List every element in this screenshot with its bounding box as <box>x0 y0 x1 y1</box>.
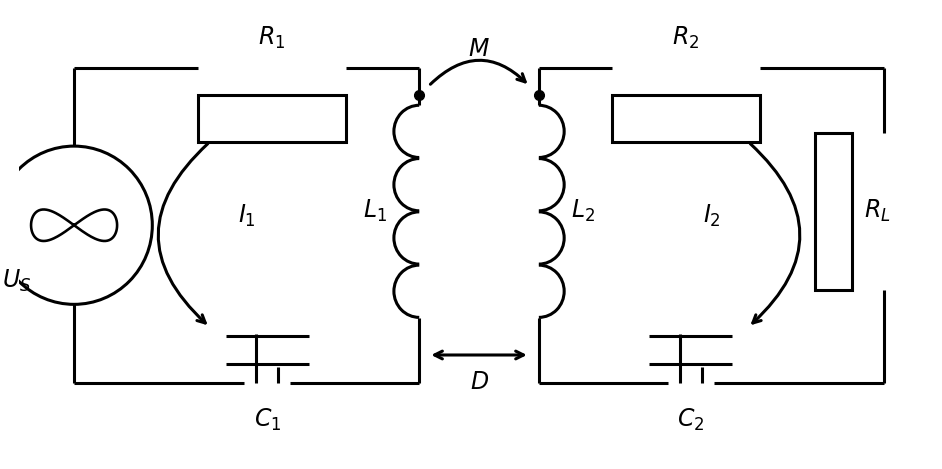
Bar <box>815 133 852 290</box>
Text: $C_1$: $C_1$ <box>253 407 281 433</box>
Text: $M$: $M$ <box>468 38 490 61</box>
Text: $I_2$: $I_2$ <box>703 203 721 229</box>
Text: $I_1$: $I_1$ <box>237 203 255 229</box>
Text: $D$: $D$ <box>469 371 489 394</box>
Circle shape <box>0 146 153 304</box>
Bar <box>199 96 346 142</box>
Text: $L_2$: $L_2$ <box>571 198 595 225</box>
Text: $R_1$: $R_1$ <box>258 24 285 51</box>
Text: $C_2$: $C_2$ <box>677 407 705 433</box>
Text: $R_L$: $R_L$ <box>864 198 891 225</box>
Text: $L_1$: $L_1$ <box>363 198 387 225</box>
Bar <box>612 96 760 142</box>
Text: $R_2$: $R_2$ <box>673 24 700 51</box>
Text: $U_S$: $U_S$ <box>3 268 32 294</box>
